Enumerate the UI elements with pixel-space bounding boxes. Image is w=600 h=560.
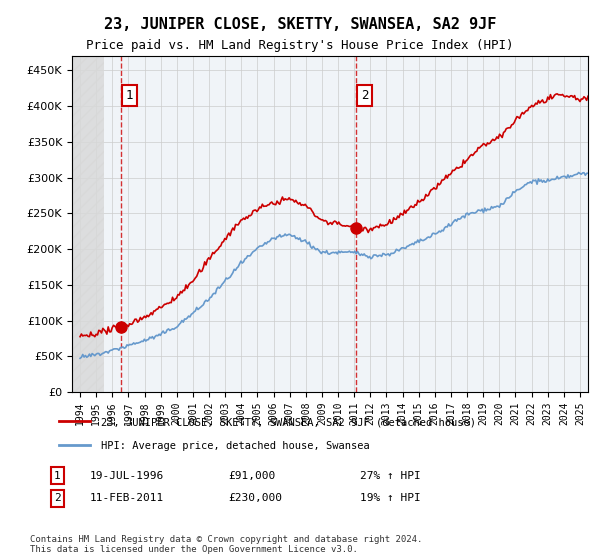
Text: 19% ↑ HPI: 19% ↑ HPI <box>360 493 421 503</box>
Text: 1: 1 <box>54 471 61 481</box>
Text: 27% ↑ HPI: 27% ↑ HPI <box>360 471 421 481</box>
Text: 1: 1 <box>126 89 133 102</box>
Text: Contains HM Land Registry data © Crown copyright and database right 2024.
This d: Contains HM Land Registry data © Crown c… <box>30 535 422 554</box>
Text: 11-FEB-2011: 11-FEB-2011 <box>90 493 164 503</box>
Text: Price paid vs. HM Land Registry's House Price Index (HPI): Price paid vs. HM Land Registry's House … <box>86 39 514 52</box>
Text: £91,000: £91,000 <box>228 471 275 481</box>
Text: £230,000: £230,000 <box>228 493 282 503</box>
Text: 23, JUNIPER CLOSE, SKETTY, SWANSEA, SA2 9JF: 23, JUNIPER CLOSE, SKETTY, SWANSEA, SA2 … <box>104 17 496 32</box>
Text: 2: 2 <box>54 493 61 503</box>
Bar <box>72 56 104 392</box>
Text: 2: 2 <box>361 89 368 102</box>
Text: HPI: Average price, detached house, Swansea: HPI: Average price, detached house, Swan… <box>101 441 370 451</box>
Text: 23, JUNIPER CLOSE, SKETTY, SWANSEA, SA2 9JF (detached house): 23, JUNIPER CLOSE, SKETTY, SWANSEA, SA2 … <box>101 417 476 427</box>
Text: 19-JUL-1996: 19-JUL-1996 <box>90 471 164 481</box>
